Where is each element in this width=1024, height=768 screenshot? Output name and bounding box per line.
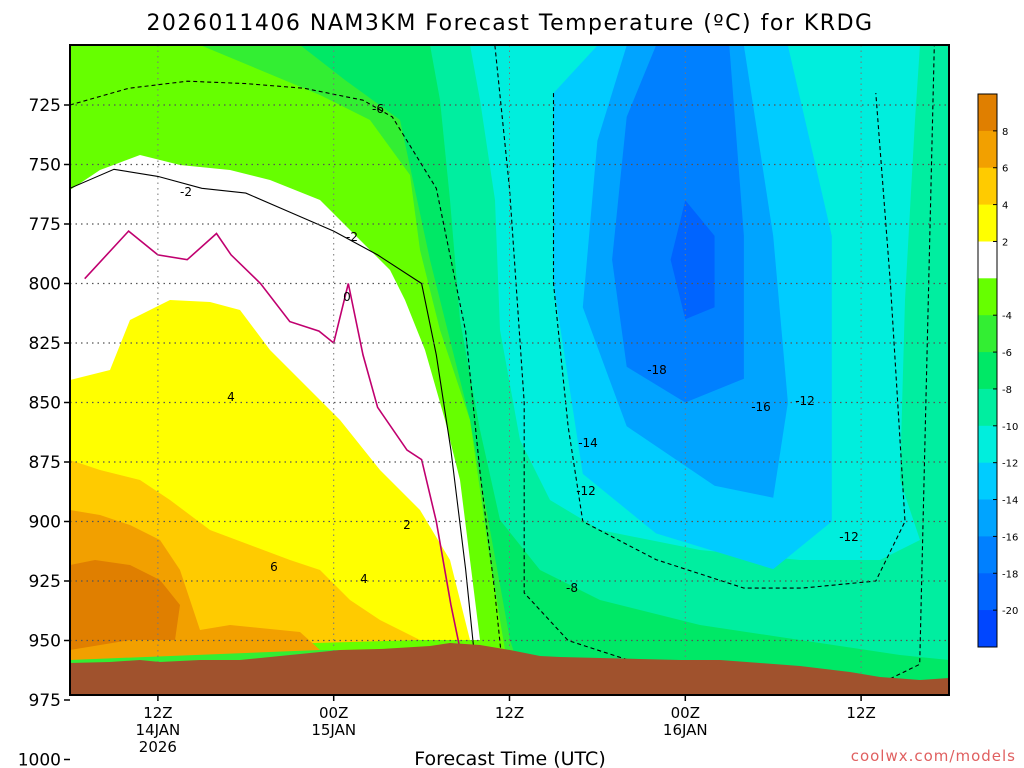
field-dark-orange-band (70, 560, 180, 650)
contour-label-5: 2 (403, 518, 411, 532)
grid (70, 45, 949, 695)
colorbar-band-1 (978, 130, 997, 169)
colorbar-band-12 (978, 536, 997, 574)
colorbar-tick-label-12: -20 (1002, 606, 1018, 617)
y-tick-label-7: 900 (29, 513, 61, 533)
plot-area (70, 45, 949, 695)
colorbar-band-2 (978, 167, 997, 206)
colorbar-tick-label-10: -16 (1002, 532, 1018, 543)
colorbar-band-5 (978, 278, 997, 316)
x-tick-label-0-0: 12Z (143, 704, 172, 722)
colorbar-band-0 (978, 94, 997, 132)
contour-label-1: -2 (180, 185, 192, 199)
cold-region-3 (670, 200, 715, 320)
contour-label-13: -12 (795, 394, 815, 408)
y-tick-label-11: 1000 (18, 751, 61, 768)
colorbar-band-9 (978, 425, 997, 464)
contour-label-7: 4 (360, 572, 368, 586)
contour-line-4 (552, 93, 906, 589)
colorbar-band-14 (978, 610, 997, 648)
y-tick-label-3: 800 (29, 275, 61, 295)
colorbar-band-4 (978, 241, 997, 279)
y-tick-label-2: 775 (29, 215, 61, 235)
colorbar-tick-label-0: 8 (1002, 127, 1008, 138)
colorbar-band-7 (978, 352, 997, 390)
credit-link[interactable]: coolwx.com/models (851, 747, 1016, 765)
contour-label-11: -18 (647, 363, 667, 377)
contour-label-9: -12 (576, 484, 596, 498)
colorbar-tick-label-1: 6 (1002, 164, 1008, 175)
colorbar: 8 6 4 2 -4 -6 -8 -10 -12 -14 -16 -18 -20 (977, 93, 1018, 648)
x-tick-label-4-0: 12Z (846, 704, 875, 722)
x-tick-label-1-1: 15JAN (311, 721, 356, 739)
colorbar-band-3 (978, 204, 997, 242)
y-tick-label-6: 875 (29, 453, 61, 473)
colorbar-band-11 (978, 499, 997, 537)
colorbar-tick-label-8: -12 (1002, 459, 1018, 470)
colorbar-tick-label-7: -10 (1002, 422, 1018, 433)
y-tick-label-9: 950 (29, 632, 61, 652)
contour-label-12: -16 (751, 400, 771, 414)
y-tick-label-1: 750 (29, 156, 61, 176)
y-tick-label-8: 925 (29, 572, 61, 592)
colorbar-band-8 (978, 388, 997, 427)
y-axis: 725 750 775 800 825 850 875 900 925 950 975 1000 (18, 96, 70, 768)
colorbar-band-13 (978, 573, 997, 611)
y-tick-label-5: 850 (29, 394, 61, 414)
colorbar-frame (977, 93, 998, 648)
x-tick-label-1-0: 00Z (319, 704, 348, 722)
contour-line-2 (70, 80, 506, 695)
contour-label-14: -12 (839, 530, 859, 544)
contour-line-1 (70, 168, 480, 695)
colorbar-tick-label-11: -18 (1002, 569, 1018, 580)
colorbar-tick-label-4: -4 (1002, 311, 1012, 322)
contour-labels: -6 -2 -2 0 4 2 6 4 -8 -12 -14 -18 -16 -12 -12 (180, 102, 859, 595)
colorbar-tick-label-5: -6 (1002, 348, 1012, 359)
cold-region-2 (612, 45, 744, 403)
contour-label-6: 6 (270, 560, 278, 574)
contour-label-10: -14 (578, 436, 598, 450)
contour-label-3: 0 (343, 290, 351, 304)
contour-label-4: 4 (227, 390, 235, 404)
colorbar-band-10 (978, 462, 997, 501)
x-tick-label-0-1: 14JAN (136, 721, 181, 739)
x-tick-label-2-0: 12Z (495, 704, 524, 722)
colorbar-tick-label-3: 2 (1002, 237, 1008, 248)
colorbar-band-6 (978, 315, 997, 353)
colorbar-tick-label-6: -8 (1002, 385, 1012, 396)
y-tick-label-0: 725 (29, 96, 61, 116)
contour-label-8: -8 (566, 581, 578, 595)
x-tick-label-0-2: 2026 (139, 738, 177, 756)
contour-label-0: -6 (372, 102, 384, 116)
chart-title: 2026011406 NAM3KM Forecast Temperature (… (146, 11, 873, 36)
x-axis-label: Forecast Time (UTC) (414, 748, 605, 768)
y-tick-label-10: 975 (29, 691, 61, 711)
x-tick-label-3-1: 16JAN (663, 721, 708, 739)
y-tick-label-4: 825 (29, 334, 61, 354)
terrain-ground (70, 643, 949, 695)
contour-label-2: -2 (346, 230, 358, 244)
colorbar-tick-label-2: 4 (1002, 201, 1008, 212)
x-tick-label-3-0: 00Z (671, 704, 700, 722)
colorbar-tick-label-9: -14 (1002, 496, 1018, 507)
